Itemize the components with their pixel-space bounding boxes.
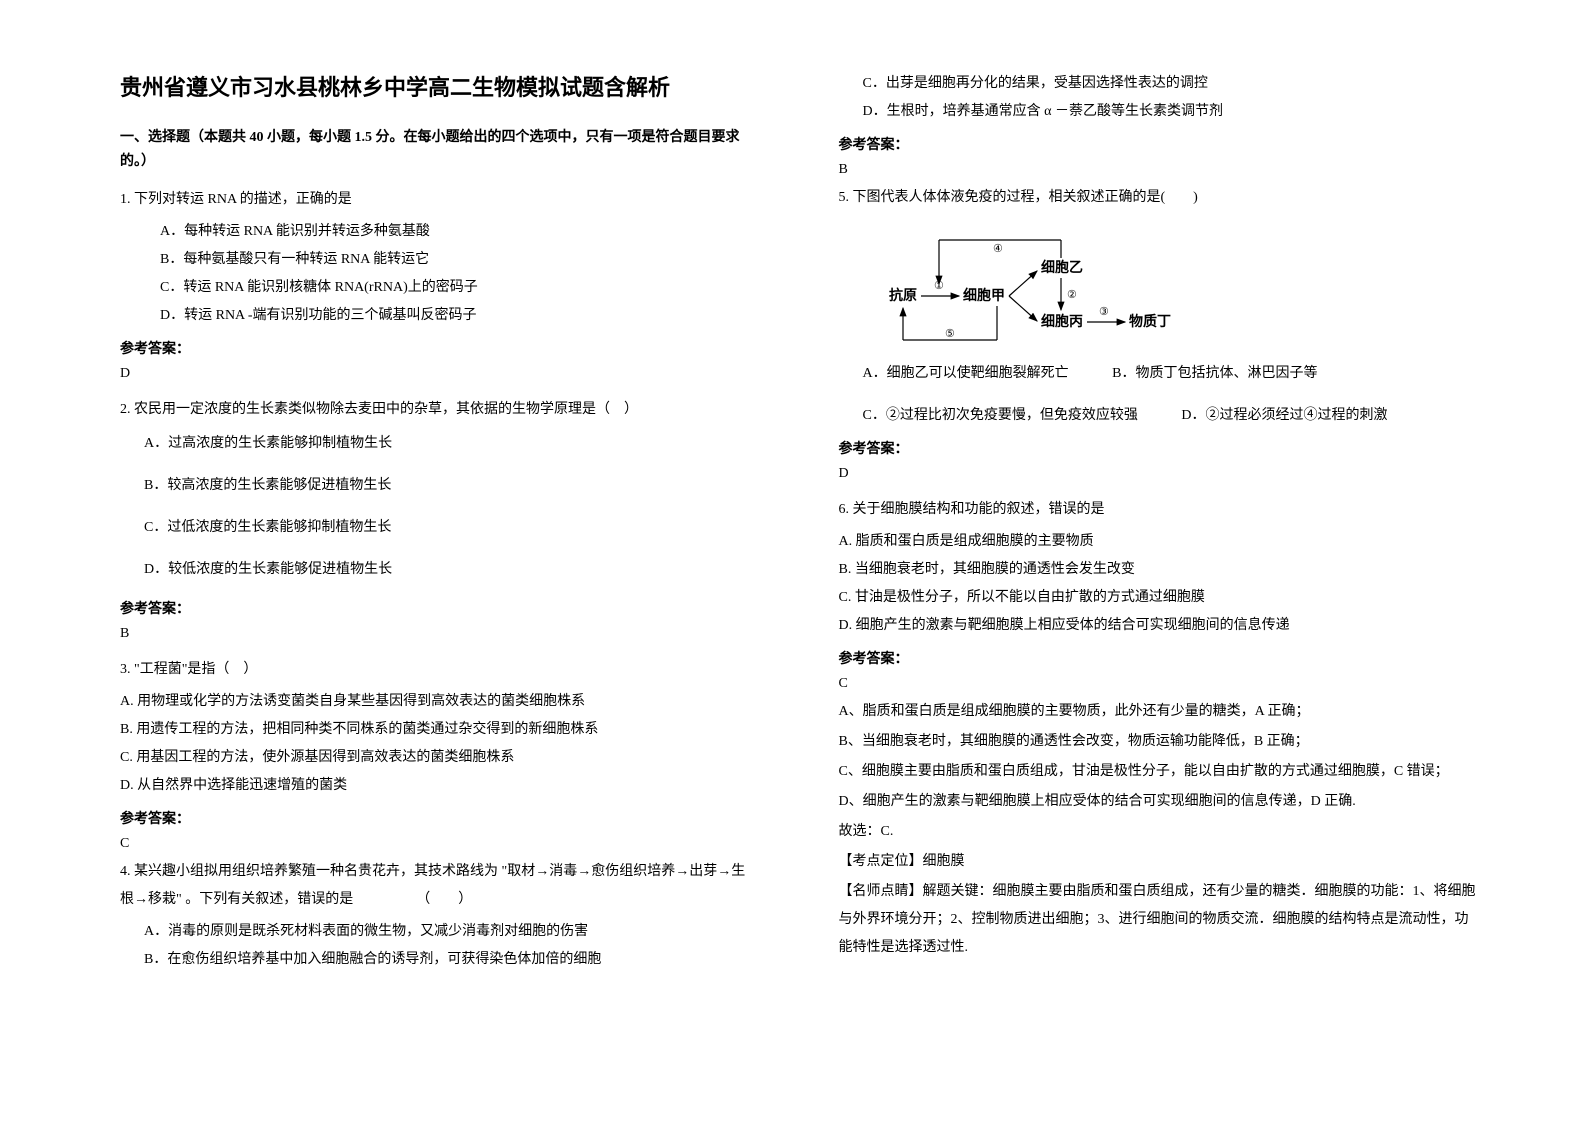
diagram-mark3: ③ bbox=[1099, 306, 1109, 318]
q6-opt-b: B. 当细胞衰老时，其细胞膜的通透性会发生改变 bbox=[839, 556, 1478, 584]
question-4-cont: C．出芽是细胞再分化的结果，受基因选择性表达的调控 D．生根时，培养基通常应含 … bbox=[839, 70, 1478, 126]
q2-answer-label: 参考答案： bbox=[120, 598, 759, 618]
q4-opt-a: A．消毒的原则是既杀死材料表面的微生物，又减少消毒剂对细胞的伤害 bbox=[144, 918, 759, 946]
q5-opt-d: D．②过程必须经过④过程的刺激 bbox=[1181, 402, 1387, 430]
q6-explanation: A、脂质和蛋白质是组成细胞膜的主要物质，此外还有少量的糖类，A 正确； B、当细… bbox=[839, 698, 1478, 962]
q6-note-5: 故选：C. bbox=[839, 818, 1478, 846]
q6-answer-label: 参考答案： bbox=[839, 648, 1478, 668]
diagram-mark4: ④ bbox=[993, 243, 1003, 255]
q5-answer-label: 参考答案： bbox=[839, 438, 1478, 458]
q5-opt-c: C．②过程比初次免疫要慢，但免疫效应较强 bbox=[863, 402, 1138, 430]
left-column: 贵州省遵义市习水县桃林乡中学高二生物模拟试题含解析 一、选择题（本题共 40 小… bbox=[100, 70, 799, 1062]
q4-opt-d: D．生根时，培养基通常应含 α －萘乙酸等生长素类调节剂 bbox=[863, 98, 1478, 126]
diagram-mark5: ⑤ bbox=[945, 328, 955, 340]
q3-opt-b: B. 用遗传工程的方法，把相同种类不同株系的菌类通过杂交得到的新细胞株系 bbox=[120, 716, 759, 744]
q3-opt-a: A. 用物理或化学的方法诱变菌类自身某些基因得到高效表达的菌类细胞株系 bbox=[120, 688, 759, 716]
q4-answer: B bbox=[839, 162, 1478, 178]
q6-opt-a: A. 脂质和蛋白质是组成细胞膜的主要物质 bbox=[839, 528, 1478, 556]
q1-opt-a: A．每种转运 RNA 能识别并转运多种氨基酸 bbox=[160, 218, 759, 246]
q5-diagram: 抗原 ① 细胞甲 细胞乙 细胞丙 ② ③ 物质丁 bbox=[889, 226, 1478, 346]
q5-opt-a: A．细胞乙可以使靶细胞裂解死亡 bbox=[863, 360, 1069, 388]
q1-opt-b: B．每种氨基酸只有一种转运 RNA 能转运它 bbox=[160, 246, 759, 274]
q4-stem: 4. 某兴趣小组拟用组织培养繁殖一种名贵花卉，其技术路线为 "取材→消毒→愈伤组… bbox=[120, 858, 759, 914]
q2-opt-b: B．较高浓度的生长素能够促进植物生长 bbox=[144, 472, 759, 500]
q6-opt-d: D. 细胞产生的激素与靶细胞膜上相应受体的结合可实现细胞间的信息传递 bbox=[839, 612, 1478, 640]
diagram-antigen: 抗原 bbox=[889, 287, 917, 304]
q1-opt-c: C．转运 RNA 能识别核糖体 RNA(rRNA)上的密码子 bbox=[160, 274, 759, 302]
diagram-wuzhi: 物质丁 bbox=[1129, 313, 1171, 330]
section-a-title: 一、选择题（本题共 40 小题，每小题 1.5 分。在每小题给出的四个选项中，只… bbox=[120, 126, 759, 174]
diagram-cell-yi: 细胞乙 bbox=[1041, 259, 1083, 276]
question-5: 5. 下图代表人体体液免疫的过程，相关叙述正确的是( ) 抗原 ① 细胞甲 bbox=[839, 184, 1478, 430]
diagram-cell-jia: 细胞甲 bbox=[963, 287, 1005, 304]
question-2: 2. 农民用一定浓度的生长素类似物除去麦田中的杂草，其依据的生物学原理是（ ） … bbox=[120, 396, 759, 584]
q2-answer: B bbox=[120, 626, 759, 642]
question-4: 4. 某兴趣小组拟用组织培养繁殖一种名贵花卉，其技术路线为 "取材→消毒→愈伤组… bbox=[120, 858, 759, 974]
q4-opt-c: C．出芽是细胞再分化的结果，受基因选择性表达的调控 bbox=[863, 70, 1478, 98]
question-1: 1. 下列对转运 RNA 的描述，正确的是 A．每种转运 RNA 能识别并转运多… bbox=[120, 186, 759, 330]
question-6: 6. 关于细胞膜结构和功能的叙述，错误的是 A. 脂质和蛋白质是组成细胞膜的主要… bbox=[839, 496, 1478, 640]
q3-answer: C bbox=[120, 836, 759, 852]
q2-opt-a: A．过高浓度的生长素能够抑制植物生长 bbox=[144, 430, 759, 458]
q6-note-2: B、当细胞衰老时，其细胞膜的通透性会改变，物质运输功能降低，B 正确； bbox=[839, 728, 1478, 756]
q6-note-3: C、细胞膜主要由脂质和蛋白质组成，甘油是极性分子，能以自由扩散的方式通过细胞膜，… bbox=[839, 758, 1478, 786]
diagram-cell-bing: 细胞丙 bbox=[1041, 313, 1083, 330]
q6-answer: C bbox=[839, 676, 1478, 692]
q2-opt-d: D．较低浓度的生长素能够促进植物生长 bbox=[144, 556, 759, 584]
q6-opt-c: C. 甘油是极性分子，所以不能以自由扩散的方式通过细胞膜 bbox=[839, 584, 1478, 612]
q3-stem: 3. "工程菌"是指（ ） bbox=[120, 656, 759, 684]
q3-answer-label: 参考答案： bbox=[120, 808, 759, 828]
q6-stem: 6. 关于细胞膜结构和功能的叙述，错误的是 bbox=[839, 496, 1478, 524]
right-column: C．出芽是细胞再分化的结果，受基因选择性表达的调控 D．生根时，培养基通常应含 … bbox=[799, 70, 1498, 1062]
q5-opt-b: B．物质丁包括抗体、淋巴因子等 bbox=[1112, 360, 1317, 388]
q4-opt-b: B．在愈伤组织培养基中加入细胞融合的诱导剂，可获得染色体加倍的细胞 bbox=[144, 946, 759, 974]
q5-answer: D bbox=[839, 466, 1478, 482]
q3-opt-c: C. 用基因工程的方法，使外源基因得到高效表达的菌类细胞株系 bbox=[120, 744, 759, 772]
q2-stem: 2. 农民用一定浓度的生长素类似物除去麦田中的杂草，其依据的生物学原理是（ ） bbox=[120, 396, 759, 424]
q1-opt-d: D．转运 RNA -端有识别功能的三个碱基叫反密码子 bbox=[160, 302, 759, 330]
q1-stem: 1. 下列对转运 RNA 的描述，正确的是 bbox=[120, 186, 759, 214]
immune-flow-svg: 抗原 ① 细胞甲 细胞乙 细胞丙 ② ③ 物质丁 bbox=[889, 226, 1199, 346]
q1-answer: D bbox=[120, 366, 759, 382]
q4-answer-label: 参考答案： bbox=[839, 134, 1478, 154]
q6-note-7: 【名师点睛】解题关键：细胞膜主要由脂质和蛋白质组成，还有少量的糖类．细胞膜的功能… bbox=[839, 878, 1478, 962]
diagram-mark2: ② bbox=[1067, 289, 1077, 301]
q6-note-1: A、脂质和蛋白质是组成细胞膜的主要物质，此外还有少量的糖类，A 正确； bbox=[839, 698, 1478, 726]
q6-note-6: 【考点定位】细胞膜 bbox=[839, 848, 1478, 876]
q2-opt-c: C．过低浓度的生长素能够抑制植物生长 bbox=[144, 514, 759, 542]
page-title: 贵州省遵义市习水县桃林乡中学高二生物模拟试题含解析 bbox=[120, 70, 759, 102]
q3-opt-d: D. 从自然界中选择能迅速增殖的菌类 bbox=[120, 772, 759, 800]
q6-note-4: D、细胞产生的激素与靶细胞膜上相应受体的结合可实现细胞间的信息传递，D 正确. bbox=[839, 788, 1478, 816]
q5-stem: 5. 下图代表人体体液免疫的过程，相关叙述正确的是( ) bbox=[839, 184, 1478, 212]
question-3: 3. "工程菌"是指（ ） A. 用物理或化学的方法诱变菌类自身某些基因得到高效… bbox=[120, 656, 759, 800]
q1-answer-label: 参考答案： bbox=[120, 338, 759, 358]
